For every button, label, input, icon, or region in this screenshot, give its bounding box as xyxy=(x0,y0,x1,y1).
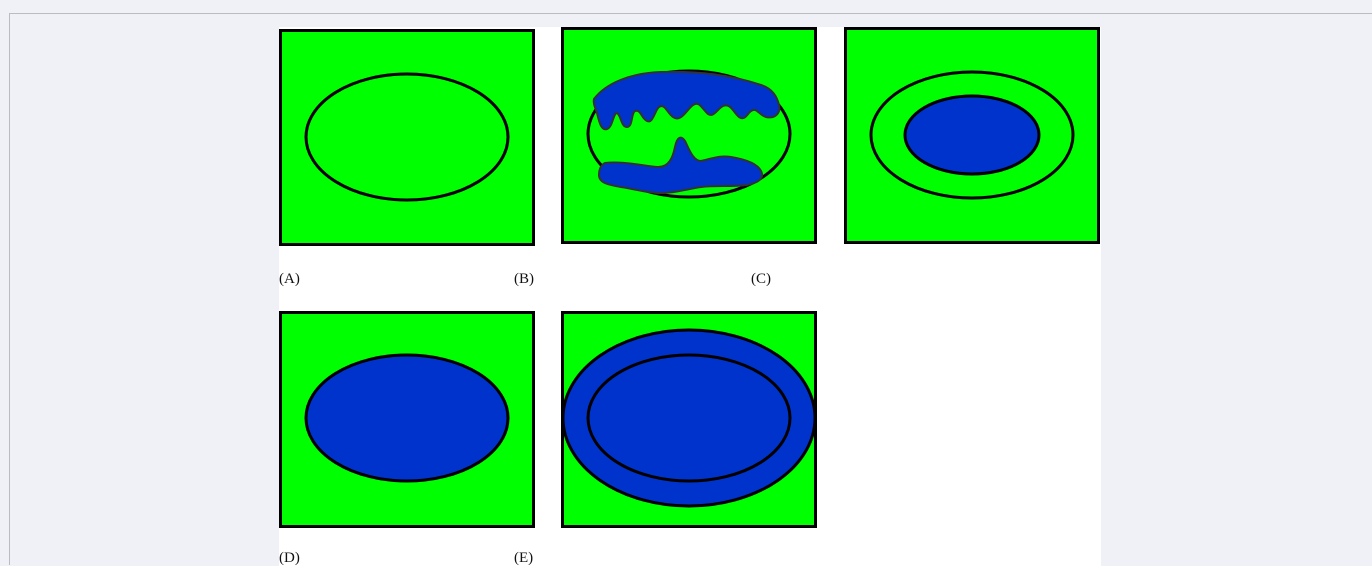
panel-e xyxy=(561,311,817,528)
panel-e-label: (E) xyxy=(514,550,534,566)
panel-b xyxy=(561,27,817,244)
figure-panels: (A) (B) (C) (D) (E) xyxy=(279,27,1101,566)
panel-c xyxy=(844,27,1100,244)
panel-a-label: (A) xyxy=(279,271,300,287)
panel-d-label: (D) xyxy=(279,550,300,566)
green-square-ring-inner-blue-ellipse-icon xyxy=(844,27,1100,244)
green-square-empty-ellipse-icon xyxy=(279,29,535,246)
panel-d xyxy=(279,311,535,528)
panel-c-label: (C) xyxy=(751,271,771,287)
page-viewport: (A) (B) (C) (D) (E) xyxy=(9,13,1372,566)
green-square-ellipse-irregular-blue-icon xyxy=(561,27,817,244)
green-square-filled-blue-ellipse-icon xyxy=(279,311,535,528)
panel-a xyxy=(279,29,535,246)
green-square-blue-ring-ellipse-icon xyxy=(561,311,817,528)
panel-b-label: (B) xyxy=(514,271,534,287)
